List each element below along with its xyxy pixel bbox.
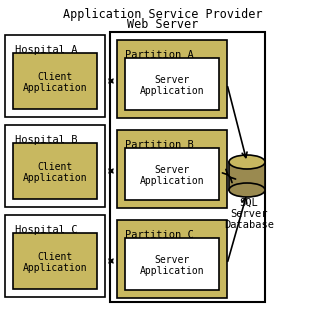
- Text: Partition B: Partition B: [125, 140, 194, 150]
- Text: Application Service Provider: Application Service Provider: [63, 8, 262, 21]
- Text: Hospital B: Hospital B: [15, 135, 77, 145]
- Bar: [110, 32, 265, 302]
- Bar: [229, 162, 265, 190]
- Text: Client: Client: [37, 252, 72, 262]
- Text: Application: Application: [23, 263, 87, 273]
- Bar: [117, 220, 227, 298]
- Bar: [5, 125, 105, 207]
- Text: Hospital C: Hospital C: [15, 225, 77, 235]
- Text: Application: Application: [140, 86, 204, 96]
- Text: Application: Application: [23, 173, 87, 183]
- Bar: [125, 58, 219, 110]
- Ellipse shape: [229, 155, 265, 169]
- Ellipse shape: [229, 183, 265, 197]
- Bar: [117, 130, 227, 208]
- Bar: [5, 35, 105, 117]
- Text: Application: Application: [23, 83, 87, 93]
- Text: SQL: SQL: [240, 198, 258, 208]
- Text: Partition A: Partition A: [125, 50, 194, 60]
- Text: Web Server: Web Server: [127, 18, 198, 31]
- Bar: [13, 143, 97, 199]
- Text: Server: Server: [154, 165, 189, 175]
- Text: Partition C: Partition C: [125, 230, 194, 240]
- Text: Application: Application: [140, 176, 204, 186]
- Text: Application: Application: [140, 266, 204, 276]
- Text: Database: Database: [224, 220, 274, 230]
- Bar: [13, 233, 97, 289]
- Text: Hospital A: Hospital A: [15, 45, 77, 55]
- Bar: [13, 53, 97, 109]
- Text: Server: Server: [154, 75, 189, 85]
- Text: Client: Client: [37, 72, 72, 82]
- Text: Server: Server: [154, 255, 189, 265]
- Bar: [125, 148, 219, 200]
- Bar: [125, 238, 219, 290]
- Bar: [5, 215, 105, 297]
- Text: Server: Server: [230, 209, 268, 219]
- Text: Client: Client: [37, 162, 72, 172]
- Bar: [117, 40, 227, 118]
